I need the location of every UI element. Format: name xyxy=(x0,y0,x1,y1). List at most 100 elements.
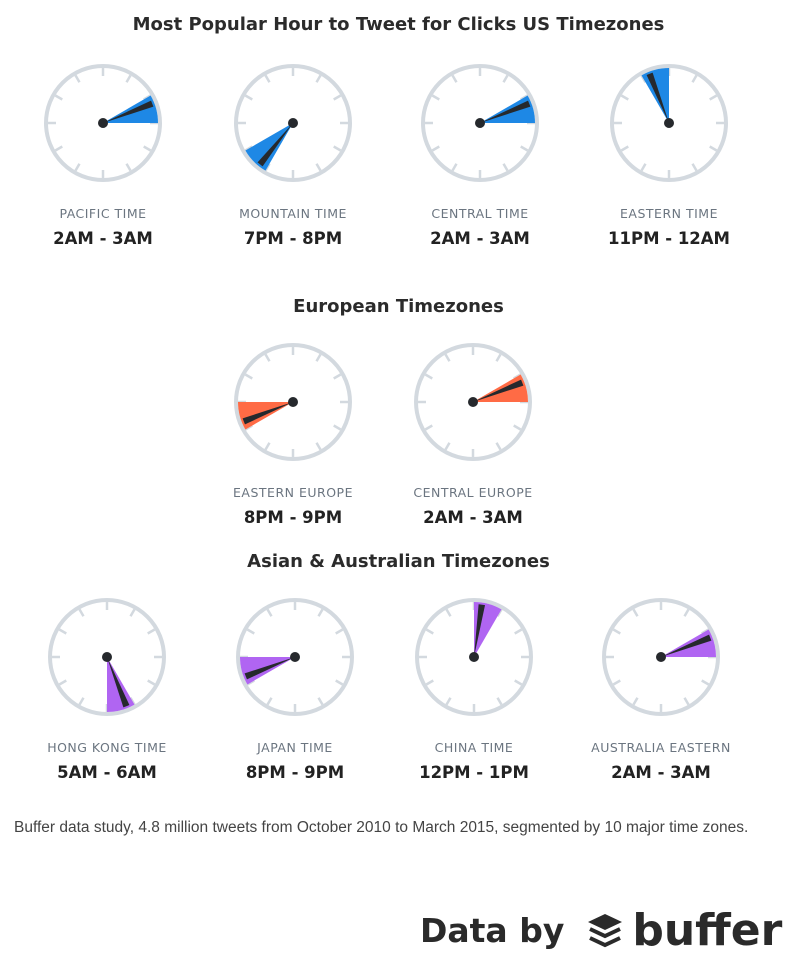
clock-face xyxy=(234,343,352,461)
hour-tick xyxy=(335,628,344,635)
section-title: Most Popular Hour to Tweet for Clicks US… xyxy=(132,14,665,35)
credit: Data by buffer xyxy=(420,905,782,956)
hour-tick xyxy=(502,74,509,83)
hour-tick xyxy=(78,697,85,706)
hour-tick xyxy=(266,697,273,706)
clock: CENTRAL TIME 2AM - 3AM xyxy=(390,53,570,248)
clock-pivot xyxy=(98,118,108,128)
hour-tick xyxy=(54,94,63,101)
hour-tick xyxy=(317,697,324,706)
hour-tick xyxy=(54,145,63,152)
hour-tick xyxy=(425,628,434,635)
clock-hand xyxy=(242,402,293,425)
timezone-label: JAPAN TIME xyxy=(257,740,333,755)
hour-tick xyxy=(333,373,342,380)
clock-pivot xyxy=(475,118,485,128)
footnote: Buffer data study, 4.8 million tweets fr… xyxy=(14,819,749,836)
hour-tick xyxy=(335,679,344,686)
hour-tick xyxy=(424,424,433,431)
timezone-label: MOUNTAIN TIME xyxy=(239,206,347,221)
hour-range-label: 8PM - 9PM xyxy=(245,763,345,782)
hour-wedge xyxy=(240,657,295,685)
hour-tick xyxy=(317,608,324,617)
clock-face xyxy=(48,598,166,716)
timezone-label: CENTRAL TIME xyxy=(431,206,529,221)
hour-wedge xyxy=(245,123,293,171)
clock-face xyxy=(421,64,539,182)
hour-tick xyxy=(125,74,132,83)
hour-tick xyxy=(264,353,271,362)
hour-tick xyxy=(444,353,451,362)
hour-tick xyxy=(58,679,67,686)
clock-pivot xyxy=(288,118,298,128)
hour-range-label: 11PM - 12AM xyxy=(608,229,730,248)
clock-pivot xyxy=(290,652,300,662)
hour-tick xyxy=(74,163,81,172)
hour-tick xyxy=(74,74,81,83)
clock-hand xyxy=(244,657,295,680)
hour-range-label: 2AM - 3AM xyxy=(611,763,711,782)
hour-tick xyxy=(246,628,255,635)
hour-tick xyxy=(514,679,523,686)
hour-tick xyxy=(632,608,639,617)
clock-face xyxy=(234,64,352,182)
hour-tick xyxy=(520,145,529,152)
section-title: Asian & Australian Timezones xyxy=(247,551,550,572)
clock-hand xyxy=(103,100,154,123)
hour-wedge xyxy=(103,95,158,123)
section-title: European Timezones xyxy=(293,296,504,317)
hour-tick xyxy=(709,145,718,152)
hour-tick xyxy=(451,163,458,172)
hour-range-label: 5AM - 6AM xyxy=(57,763,157,782)
clock-pivot xyxy=(102,652,112,662)
buffer-layers-icon xyxy=(588,913,623,947)
hour-tick xyxy=(424,373,433,380)
hour-tick xyxy=(495,442,502,451)
hour-tick xyxy=(333,424,342,431)
hour-tick xyxy=(640,163,647,172)
hour-tick xyxy=(315,74,322,83)
clock-hand xyxy=(107,657,130,708)
hour-tick xyxy=(620,145,629,152)
hour-tick xyxy=(495,353,502,362)
hour-tick xyxy=(691,74,698,83)
clock-hand xyxy=(474,604,486,657)
hour-tick xyxy=(620,94,629,101)
hour-tick xyxy=(147,679,156,686)
hour-tick xyxy=(425,679,434,686)
hour-tick xyxy=(445,608,452,617)
hour-wedge xyxy=(641,68,669,123)
timezone-label: CENTRAL EUROPE xyxy=(413,485,533,500)
clock: JAPAN TIME 8PM - 9PM xyxy=(205,587,385,782)
hour-tick xyxy=(244,373,253,380)
timezone-label: EASTERN EUROPE xyxy=(233,485,353,500)
clock-face xyxy=(415,598,533,716)
hour-tick xyxy=(683,697,690,706)
hour-tick xyxy=(683,608,690,617)
clock-hand xyxy=(473,379,524,402)
hour-tick xyxy=(333,145,342,152)
hour-tick xyxy=(244,94,253,101)
buffer-logo: buffer xyxy=(586,905,782,956)
hour-tick xyxy=(315,163,322,172)
hour-tick xyxy=(315,442,322,451)
clock: MOUNTAIN TIME 7PM - 8PM xyxy=(203,53,383,248)
clock-face xyxy=(236,598,354,716)
hour-range-label: 7PM - 8PM xyxy=(243,229,343,248)
clock-face xyxy=(602,598,720,716)
hour-tick xyxy=(514,628,523,635)
hour-tick xyxy=(315,353,322,362)
hour-tick xyxy=(444,442,451,451)
hour-range-label: 2AM - 3AM xyxy=(430,229,530,248)
timezone-label: HONG KONG TIME xyxy=(47,740,167,755)
clock-hand xyxy=(480,100,531,123)
timezone-label: AUSTRALIA EASTERN xyxy=(591,740,731,755)
hour-tick xyxy=(496,697,503,706)
hour-tick xyxy=(333,94,342,101)
hour-range-label: 2AM - 3AM xyxy=(53,229,153,248)
hour-wedge xyxy=(661,629,716,657)
clock-pivot xyxy=(288,397,298,407)
credit-brand: buffer xyxy=(632,905,783,956)
hour-tick xyxy=(431,94,440,101)
hour-tick xyxy=(451,74,458,83)
